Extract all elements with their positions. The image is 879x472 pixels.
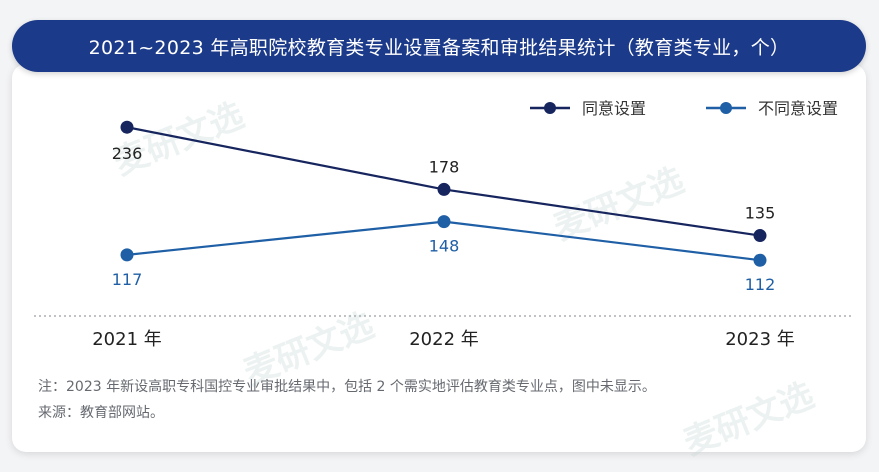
title-bar: 2021~2023 年高职院校教育类专业设置备案和审批结果统计（教育类专业，个） <box>12 20 866 72</box>
watermark-text: 麦研文选 <box>548 160 689 248</box>
data-point <box>120 248 134 262</box>
data-label: 148 <box>429 237 460 256</box>
data-point <box>120 120 134 134</box>
data-label: 112 <box>745 275 776 294</box>
legend-label-0: 同意设置 <box>582 99 646 118</box>
data-label: 236 <box>112 144 143 163</box>
data-point <box>437 215 451 229</box>
data-point <box>753 229 767 243</box>
watermark-text: 麦研文选 <box>108 95 249 183</box>
footnote: 注：2023 年新设高职专科国控专业审批结果中，包括 2 个需实地评估教育类专业… <box>38 379 656 395</box>
x-tick-label: 2022 年 <box>409 329 479 350</box>
legend: 同意设置 不同意设置 <box>530 99 838 118</box>
data-point <box>437 182 451 196</box>
chart-title: 2021~2023 年高职院校教育类专业设置备案和审批结果统计（教育类专业，个） <box>88 36 790 59</box>
chart-card <box>12 64 866 452</box>
labels-layer: 236 178 135 117 148 112 <box>112 144 776 294</box>
watermark-text: 麦研文选 <box>678 375 819 463</box>
data-point <box>753 253 767 267</box>
legend-marker-1 <box>720 102 732 114</box>
x-axis-ticks: 2021 年 2022 年 2023 年 <box>92 329 795 350</box>
data-label: 135 <box>745 204 776 223</box>
data-label: 117 <box>112 270 143 289</box>
data-label: 178 <box>429 157 460 176</box>
series-layer <box>120 120 767 267</box>
x-tick-label: 2021 年 <box>92 329 162 350</box>
legend-marker-0 <box>544 102 556 114</box>
legend-label-1: 不同意设置 <box>758 99 838 118</box>
source-note: 来源：教育部网站。 <box>38 405 164 421</box>
x-tick-label: 2023 年 <box>725 329 795 350</box>
